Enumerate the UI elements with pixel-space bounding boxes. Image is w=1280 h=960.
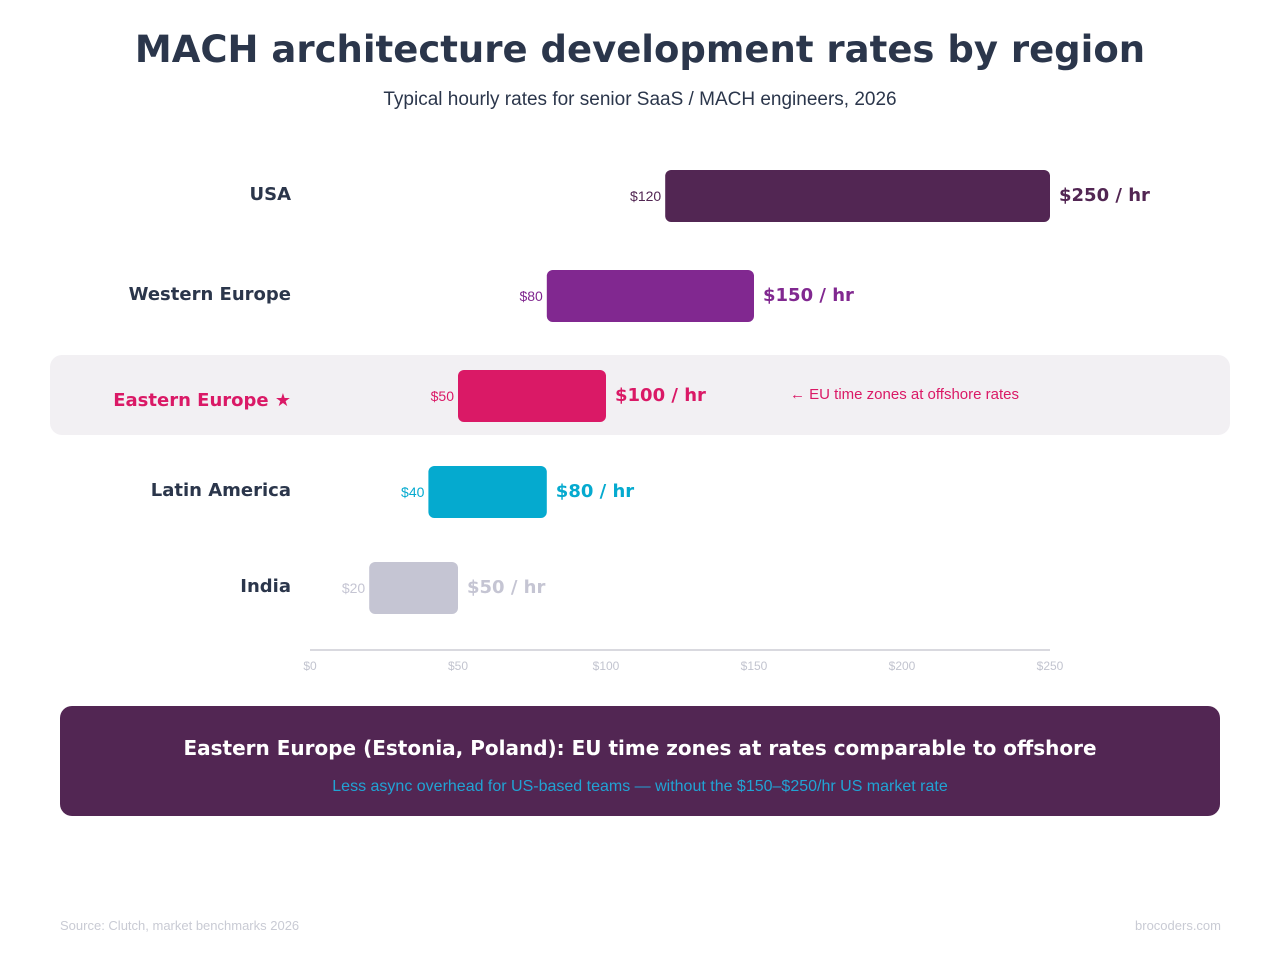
range-high-label: $100 / hr: [615, 385, 706, 406]
highlight-annotation: ← EU time zones at offshore rates: [790, 386, 1019, 403]
source-note: Source: Clutch, market benchmarks 2026: [60, 918, 300, 933]
rate-range-chart: USA $120 $250 / hr Western Europe $80 $150 / …: [50, 170, 1230, 673]
callout-title: Eastern Europe (Estonia, Poland): EU tim…: [183, 736, 1097, 760]
x-tick-label: $50: [448, 659, 468, 673]
range-low-label: $50: [431, 388, 455, 404]
range-high-label: $250 / hr: [1059, 185, 1150, 206]
region-label: Western Europe: [129, 284, 291, 305]
range-high-label: $50 / hr: [467, 577, 545, 598]
x-tick-label: $250: [1037, 659, 1064, 673]
x-tick-label: $100: [593, 659, 620, 673]
range-low-label: $120: [630, 188, 661, 204]
brand-credit: brocoders.com: [1135, 918, 1221, 933]
range-bar: [369, 562, 458, 614]
range-high-label: $150 / hr: [763, 285, 854, 306]
range-bar: [546, 270, 754, 322]
range-low-label: $20: [342, 580, 366, 596]
region-label: Latin America: [151, 480, 291, 501]
region-label: India: [240, 576, 291, 597]
highlight-band: [50, 355, 1230, 435]
range-bar: [428, 466, 547, 518]
callout-box: Eastern Europe (Estonia, Poland): EU tim…: [60, 706, 1220, 816]
range-bar: [665, 170, 1050, 222]
region-label: Eastern Europe ★: [113, 390, 291, 411]
range-bar: [458, 370, 606, 422]
chart-title: MACH architecture development rates by r…: [134, 28, 1146, 71]
range-high-label: $80 / hr: [556, 481, 634, 502]
x-tick-label: $0: [303, 659, 317, 673]
chart-subtitle: Typical hourly rates for senior SaaS / M…: [383, 89, 897, 110]
range-low-label: $40: [401, 484, 425, 500]
callout-subtitle: Less async overhead for US-based teams —…: [332, 778, 948, 795]
range-low-label: $80: [519, 288, 543, 304]
region-label: USA: [249, 184, 291, 205]
x-tick-label: $200: [889, 659, 916, 673]
x-tick-label: $150: [741, 659, 768, 673]
